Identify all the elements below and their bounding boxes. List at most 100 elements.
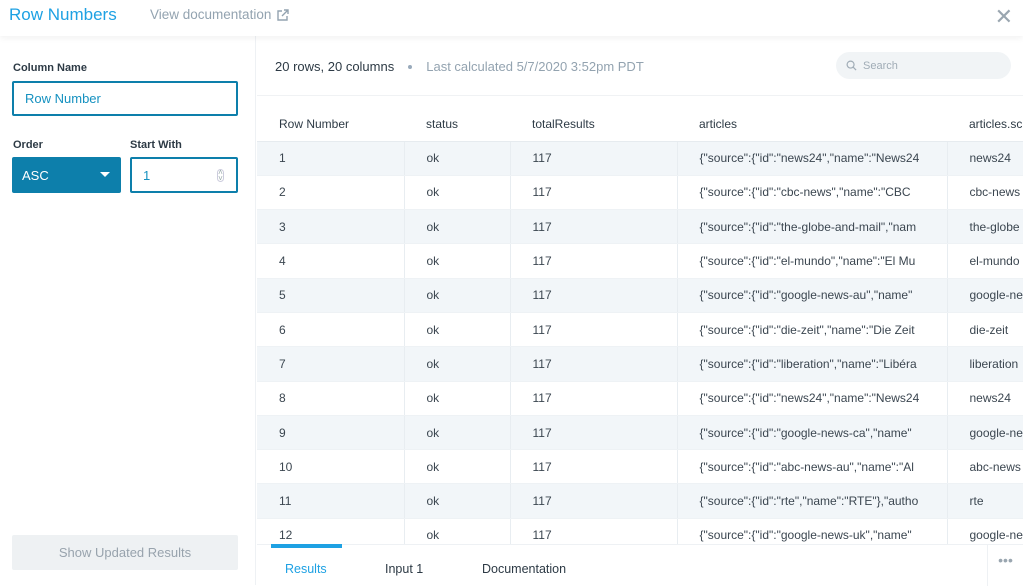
table-cell: 5 — [257, 278, 405, 313]
page-title: Row Numbers — [9, 5, 117, 24]
table-row: 10 ok 117 {"source":{"id":"abc-news-au","na… — [257, 449, 1023, 485]
stepper-icon[interactable]: ˄ ˅ — [217, 168, 224, 183]
table-cell: google-ne — [947, 415, 1023, 451]
table-row: 5 ok 117 {"source":{"id":"google-news-au","… — [257, 278, 1023, 313]
table-cell: 117 — [510, 209, 678, 245]
table-cell: news24 — [947, 381, 1023, 416]
start-with-value: 1 — [143, 167, 151, 183]
table-cell: 2 — [257, 175, 405, 211]
table-cell: 117 — [510, 141, 678, 176]
table-cell: ok — [404, 278, 511, 313]
table-cell: ok — [404, 312, 511, 348]
table-cell: {"source":{"id":"google-news-au","name" — [677, 278, 948, 313]
start-with-label: Start With — [130, 139, 182, 151]
table-cell: {"source":{"id":"abc-news-au","name":"Al — [677, 449, 948, 485]
table-cell: el-mundo — [947, 243, 1023, 279]
table-cell: {"source":{"id":"news24","name":"News24 — [677, 381, 948, 416]
order-select[interactable]: ASC — [12, 157, 121, 193]
table-cell: {"source":{"id":"liberation","name":"Lib… — [677, 346, 948, 382]
table-cell: {"source":{"id":"the-globe-and-mail","na… — [677, 209, 948, 245]
external-link-icon — [277, 8, 290, 21]
header: Row Numbers View documentation ✕ — [0, 0, 1023, 36]
table-cell: 4 — [257, 243, 405, 279]
order-value: ASC — [22, 167, 49, 183]
table-cell: ok — [404, 381, 511, 416]
table-cell: {"source":{"id":"el-mundo","name":"El Mu — [677, 243, 948, 279]
table-row: 9 ok 117 {"source":{"id":"google-news-ca","… — [257, 415, 1023, 451]
active-tab-indicator — [271, 544, 342, 548]
results-panel: 20 rows, 20 columns Last calculated 5/7/… — [257, 36, 1023, 586]
table-cell: ok — [404, 243, 511, 279]
column-name-input[interactable]: Row Number — [12, 81, 238, 116]
search-input[interactable]: Search — [836, 52, 1011, 79]
table-row: 8 ok 117 {"source":{"id":"news24","name":"N… — [257, 381, 1023, 416]
table-cell: abc-news — [947, 449, 1023, 485]
table-cell: 117 — [510, 415, 678, 451]
table-cell: {"source":{"id":"cbc-news","name":"CBC — [677, 175, 948, 211]
column-header[interactable]: Row Number — [257, 107, 404, 142]
doc-link-label: View documentation — [150, 7, 272, 22]
table-cell: die-zeit — [947, 312, 1023, 348]
table-cell: 7 — [257, 346, 405, 382]
table-row: 3 ok 117 {"source":{"id":"the-globe-and-mai… — [257, 209, 1023, 245]
table-cell: 117 — [510, 243, 678, 279]
table-cell: the-globe — [947, 209, 1023, 245]
table-row: 1 ok 117 {"source":{"id":"news24","name":"N… — [257, 141, 1023, 176]
table-row: 6 ok 117 {"source":{"id":"die-zeit","name":… — [257, 312, 1023, 348]
order-label: Order — [13, 139, 43, 151]
table-cell: liberation — [947, 346, 1023, 382]
table-cell: 117 — [510, 449, 678, 485]
bottom-tabs: Results Input 1 Documentation ••• — [257, 544, 1023, 586]
table-cell: 117 — [510, 346, 678, 382]
table-cell: 117 — [510, 312, 678, 348]
start-with-input[interactable]: 1 ˄ ˅ — [130, 157, 238, 193]
table-cell: google-ne — [947, 278, 1023, 313]
table-cell: ok — [404, 346, 511, 382]
table-cell: ok — [404, 175, 511, 211]
table-cell: ok — [404, 483, 511, 519]
close-icon[interactable]: ✕ — [994, 4, 1013, 29]
table-cell: ok — [404, 415, 511, 451]
separator-dot — [408, 64, 413, 69]
results-summary: 20 rows, 20 columns Last calculated 5/7/… — [275, 59, 644, 74]
table-cell: rte — [947, 483, 1023, 519]
search-icon — [846, 60, 857, 71]
table-row: 4 ok 117 {"source":{"id":"el-mundo","name":… — [257, 243, 1023, 279]
table-cell: {"source":{"id":"rte","name":"RTE"},"aut… — [677, 483, 948, 519]
column-name-label: Column Name — [13, 62, 87, 74]
table-row: 11 ok 117 {"source":{"id":"rte","name":"RTE… — [257, 483, 1023, 519]
caret-down-icon — [100, 172, 110, 177]
tab-input-1[interactable]: Input 1 — [385, 562, 424, 576]
table-cell: 117 — [510, 278, 678, 313]
show-updated-results-button[interactable]: Show Updated Results — [12, 535, 238, 570]
table-row: 7 ok 117 {"source":{"id":"liberation","name… — [257, 346, 1023, 382]
table-cell: 117 — [510, 381, 678, 416]
view-documentation-link[interactable]: View documentation — [150, 7, 290, 22]
table-cell: {"source":{"id":"news24","name":"News24 — [677, 141, 948, 176]
table-cell: ok — [404, 449, 511, 485]
table-cell: news24 — [947, 141, 1023, 176]
table-cell: {"source":{"id":"google-news-ca","name" — [677, 415, 948, 451]
table-row: 2 ok 117 {"source":{"id":"cbc-news","name":… — [257, 175, 1023, 211]
config-panel: Column Name Row Number Order ASC Start W… — [0, 36, 256, 585]
column-header[interactable]: articles.sc — [947, 107, 1023, 142]
table-cell: 10 — [257, 449, 405, 485]
table-cell: {"source":{"id":"die-zeit","name":"Die Z… — [677, 312, 948, 348]
column-header[interactable]: totalResults — [510, 107, 677, 142]
more-options-button[interactable]: ••• — [987, 545, 1023, 586]
table-cell: cbc-news — [947, 175, 1023, 211]
table-cell: 117 — [510, 175, 678, 211]
table-cell: ok — [404, 141, 511, 176]
divider — [257, 95, 1023, 96]
column-header[interactable]: articles — [677, 107, 947, 142]
row-column-count: 20 rows, 20 columns — [275, 59, 395, 74]
tab-documentation[interactable]: Documentation — [482, 562, 567, 576]
results-table: Row Number status totalResults articles arti… — [257, 107, 1023, 554]
column-header[interactable]: status — [404, 107, 510, 142]
table-cell: ok — [404, 209, 511, 245]
tab-results[interactable]: Results — [285, 562, 327, 576]
last-calculated: Last calculated 5/7/2020 3:52pm PDT — [426, 59, 644, 74]
table-cell: 11 — [257, 483, 405, 519]
table-cell: 9 — [257, 415, 405, 451]
table-cell: 1 — [257, 141, 405, 176]
